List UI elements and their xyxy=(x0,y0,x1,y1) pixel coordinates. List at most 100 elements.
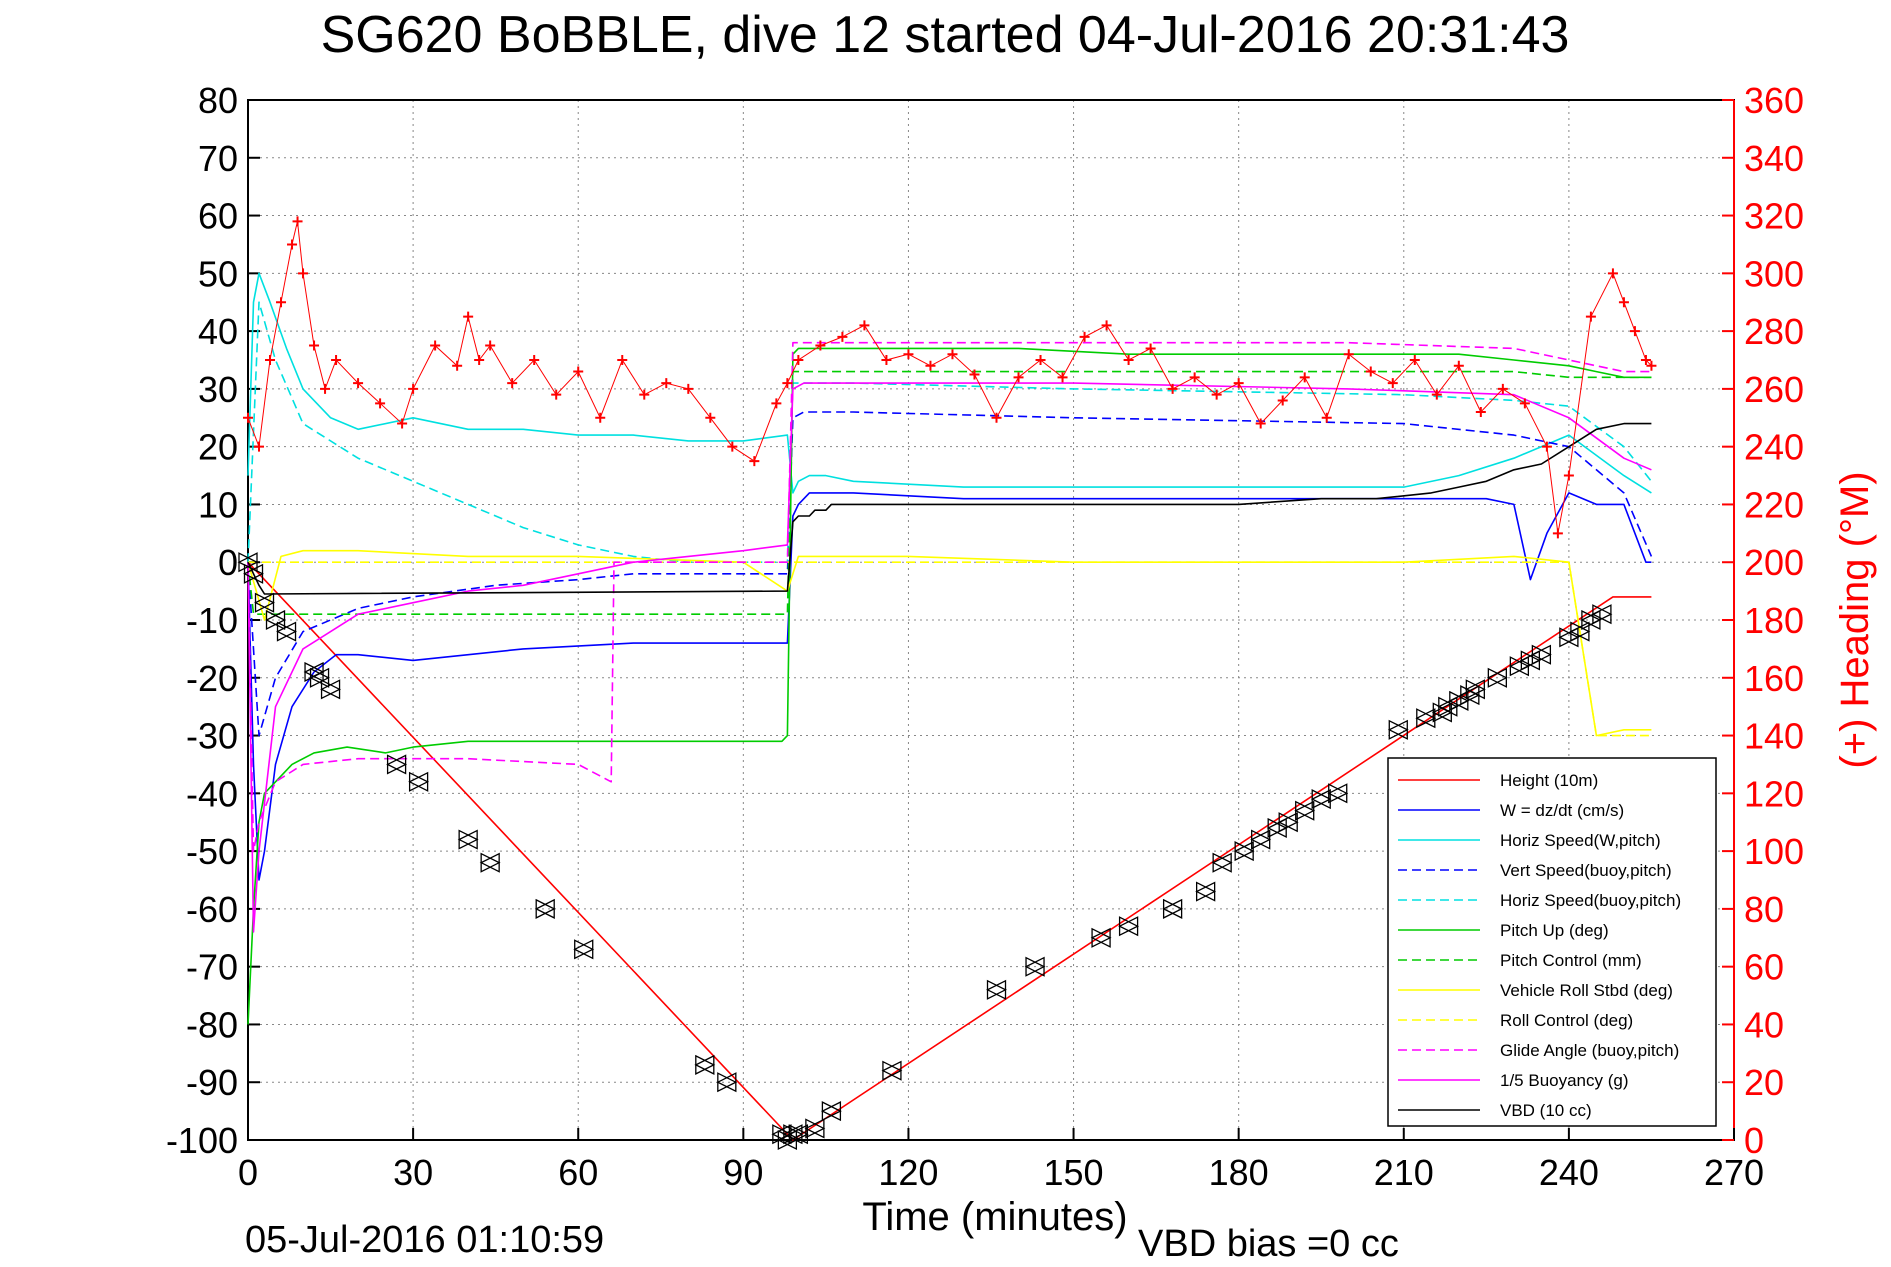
heading-point xyxy=(353,378,364,389)
heading-point xyxy=(1646,360,1657,371)
heading-point xyxy=(1211,389,1222,400)
heading-point xyxy=(1519,398,1530,409)
footer-vbd-bias: VBD bias =0 cc xyxy=(1138,1223,1399,1262)
triangle-marker xyxy=(881,1060,902,1081)
heading-point xyxy=(1079,331,1090,342)
triangle-marker xyxy=(1250,829,1271,850)
y-tick-label: -90 xyxy=(186,1062,238,1103)
heading-point xyxy=(408,383,419,394)
heading-point xyxy=(793,355,804,365)
heading-point xyxy=(1123,355,1134,365)
right-tick-label: 140 xyxy=(1744,716,1804,757)
heading-point xyxy=(881,355,892,365)
heading-point xyxy=(1145,343,1156,354)
x-tick-label: 120 xyxy=(878,1152,938,1193)
triangle-marker xyxy=(254,592,275,613)
heading-point xyxy=(243,412,253,423)
x-tick-label: 150 xyxy=(1044,1152,1104,1193)
heading-point xyxy=(452,360,463,371)
series-line-vert-speed-buoy-pitch xyxy=(247,411,1653,737)
y-tick-label: -80 xyxy=(186,1004,238,1045)
heading-point xyxy=(331,355,342,365)
y-tick-label: -30 xyxy=(186,716,238,757)
legend-label: Horiz Speed(buoy,pitch) xyxy=(1500,891,1681,910)
legend-label: Pitch Up (deg) xyxy=(1500,921,1609,940)
heading-point xyxy=(661,378,672,389)
heading-point xyxy=(1552,528,1563,539)
series-line-glide-angle-buoy-pitch xyxy=(247,341,1652,852)
series-line-roll-control-deg xyxy=(248,561,1652,737)
right-tick-label: 120 xyxy=(1744,773,1804,814)
y-tick-label: 50 xyxy=(198,253,238,294)
heading-point xyxy=(1640,355,1651,365)
y-tick-label: 10 xyxy=(198,484,238,525)
triangle-marker xyxy=(820,1101,842,1122)
heading-point xyxy=(1497,383,1508,394)
triangle-marker xyxy=(1530,644,1552,665)
triangle-marker xyxy=(986,979,1007,1000)
heading-point xyxy=(1255,418,1266,429)
series-line-1-5-buoyancy-g xyxy=(247,382,1652,933)
y-tick-label: 80 xyxy=(198,80,238,121)
heading-point xyxy=(1431,389,1442,400)
triangle-marker xyxy=(1387,719,1408,740)
right-tick-label: 200 xyxy=(1744,542,1804,583)
y-tick-label: 0 xyxy=(218,542,238,583)
right-tick-label: 160 xyxy=(1744,658,1804,699)
y-tick-label: 20 xyxy=(198,427,238,468)
y-tick-label: 30 xyxy=(198,369,238,410)
heading-point xyxy=(1585,311,1596,322)
heading-point xyxy=(430,340,441,351)
triangle-marker xyxy=(276,621,297,642)
heading-point xyxy=(1299,372,1310,383)
heading-point xyxy=(507,378,518,389)
right-axis-label: (+) Heading (°M) xyxy=(1833,471,1877,768)
heading-point xyxy=(1167,383,1178,394)
heading-point xyxy=(1035,355,1046,365)
triangle-marker xyxy=(1569,621,1590,642)
triangle-marker xyxy=(1310,789,1331,810)
right-tick-label: 300 xyxy=(1744,253,1804,294)
heading-point xyxy=(1343,349,1354,360)
heading-point xyxy=(320,383,331,394)
x-tick-label: 270 xyxy=(1704,1152,1764,1193)
heading-point xyxy=(1057,372,1068,383)
triangle-markers xyxy=(237,552,1613,1151)
heading-point xyxy=(859,320,870,331)
legend-items: Height (10m) W = dz/dt (cm/s) Horiz Speed(… xyxy=(1398,771,1681,1120)
triangle-marker xyxy=(534,898,555,919)
triangle-marker xyxy=(1195,881,1216,902)
x-tick-label: 0 xyxy=(238,1152,258,1193)
heading-point xyxy=(276,297,287,308)
right-tick-label: 0 xyxy=(1744,1120,1764,1161)
heading-point xyxy=(782,378,793,389)
triangle-marker xyxy=(1294,800,1315,821)
heading-point xyxy=(991,412,1002,423)
heading-point xyxy=(309,340,320,351)
heading-point xyxy=(903,349,914,360)
heading-point xyxy=(1387,378,1398,389)
heading-point xyxy=(1475,407,1486,417)
right-tick-label: 240 xyxy=(1744,427,1804,468)
heading-point xyxy=(397,418,408,429)
legend-label: 1/5 Buoyancy (g) xyxy=(1500,1071,1629,1090)
heading-point xyxy=(573,366,584,377)
heading-point xyxy=(298,268,309,279)
triangle-marker xyxy=(1024,956,1045,977)
triangle-marker xyxy=(1118,916,1139,937)
legend-label: Vehicle Roll Stbd (deg) xyxy=(1500,981,1673,1000)
y-tick-label: -10 xyxy=(186,600,238,641)
heading-point xyxy=(1563,470,1574,481)
y-tick-label: -70 xyxy=(186,947,238,988)
series-line-pitch-up-deg xyxy=(247,347,1652,1025)
legend-label: Height (10m) xyxy=(1500,771,1598,790)
triangle-marker xyxy=(1090,927,1111,948)
heading-point xyxy=(254,441,265,452)
heading-point xyxy=(1365,366,1376,377)
right-axis-ticks: 0 20 40 60 80 100 120 140 160 180 200 220 240 260 280 3… xyxy=(1722,80,1804,1161)
legend: Height (10m) W = dz/dt (cm/s) Horiz Speed(… xyxy=(1387,757,1717,1127)
heading-point xyxy=(1321,412,1332,423)
series-line-height-10m xyxy=(247,561,1652,1141)
chart-title: SG620 BoBBLE, dive 12 started 04-Jul-201… xyxy=(321,6,1570,64)
